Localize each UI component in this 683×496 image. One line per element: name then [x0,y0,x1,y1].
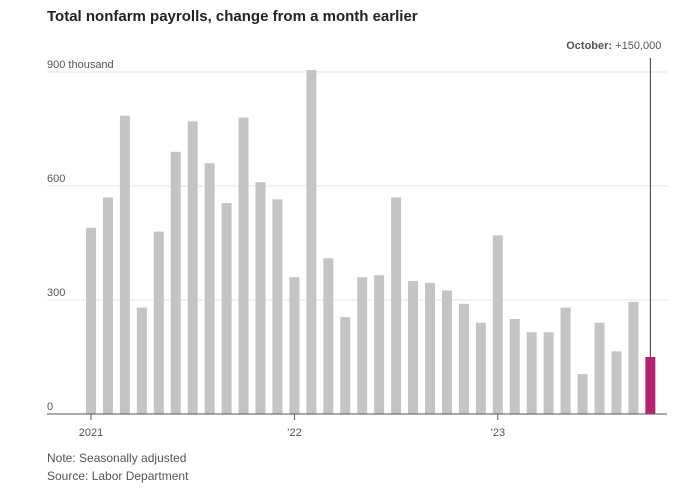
bar [509,319,520,414]
bar [323,258,334,414]
bar [543,332,554,414]
bar [391,197,402,414]
y-tick-label: 300 [47,287,65,299]
bar [425,282,435,414]
x-tick-label: ’23 [490,427,505,439]
y-tick-label: 0 [47,401,53,413]
callout-text: October: +150,000 [566,40,661,52]
bar [340,317,351,414]
bar [153,231,164,414]
bar [594,322,605,414]
bar [492,235,503,414]
bar [441,290,452,414]
y-tick-label: 600 [47,173,65,185]
x-tick-label: ’22 [287,427,302,439]
bar [408,281,419,414]
bar [102,197,113,414]
bar [119,115,130,414]
chart-title: Total nonfarm payrolls, change from a mo… [47,8,418,25]
bar [187,121,198,415]
bar [238,117,249,414]
gridlines: 0 300 600 900 thousand [47,59,667,413]
bar [204,163,215,414]
x-tick-label: 2021 [79,427,103,439]
bar [221,203,232,414]
bar [255,182,266,414]
bar [628,301,639,414]
bar [357,277,368,414]
callout: October: +150,000 [566,40,661,357]
bar [374,275,385,414]
bar [526,332,537,414]
bar [306,70,317,414]
bar [475,322,486,414]
callout-label: October: [566,40,612,52]
bar [289,277,300,414]
note-seasonally-adjusted: Note: Seasonally adjusted [47,451,187,465]
bars [86,70,656,415]
bar-highlight [645,357,656,414]
bar [272,199,283,414]
source-note: Source: Labor Department [47,469,189,483]
bar [611,351,622,414]
bar [560,307,571,414]
bar [458,303,469,414]
bar [170,151,181,415]
bar [86,227,96,414]
y-tick-label: 900 thousand [47,59,114,71]
bar [136,307,147,414]
bar [577,374,588,414]
axes: 2021 ’22 ’23 [47,413,667,439]
callout-value: +150,000 [615,40,661,52]
